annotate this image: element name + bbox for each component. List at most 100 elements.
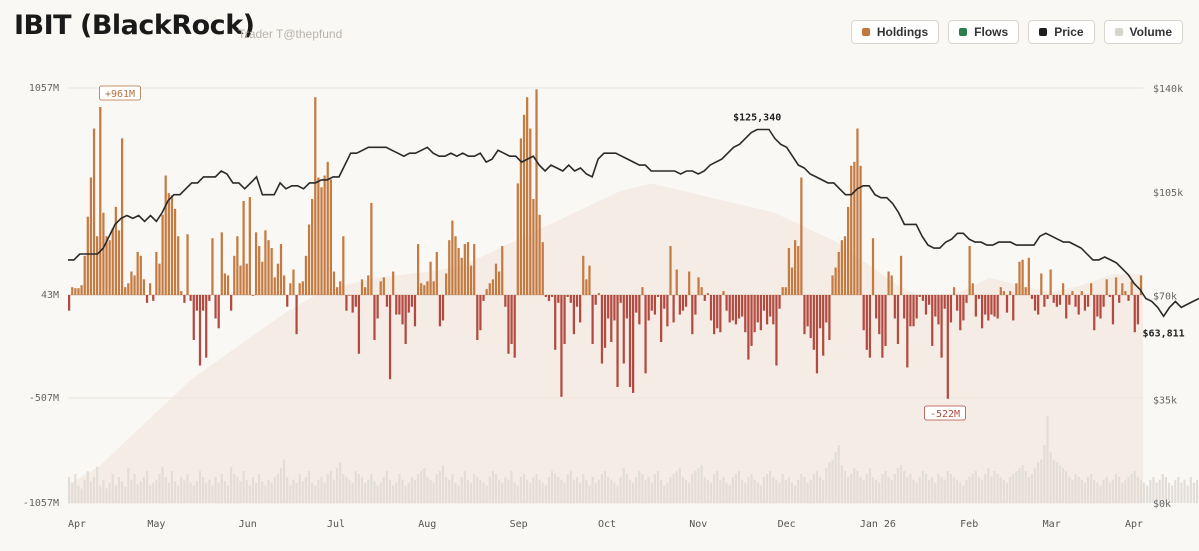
volume-bar [887,476,890,503]
holdings-swatch-icon [861,28,870,36]
outflow-bar [940,295,943,358]
inflow-bar [105,236,108,295]
volume-bar [918,476,921,503]
outflow-bar [286,295,289,307]
volume-bar [183,479,186,503]
inflow-bar [722,291,725,295]
volume-bar [1155,482,1158,503]
outflow-bar [775,295,778,366]
inflow-bar [856,128,859,295]
inflow-bar [451,220,454,295]
left-axis-tick-label: 43M [41,290,59,301]
inflow-bar [1121,283,1124,295]
outflow-bar [709,295,713,321]
axes: 1057M 43M -507M -1057M $140k $105k $70k $35k $0k… [23,83,1183,530]
outflow-bar [716,295,719,329]
volume-bar [466,479,470,503]
inflow-bar [519,138,523,295]
inflow-bar [1139,275,1143,295]
volume-bar [550,471,554,503]
outflow-bar [713,295,716,335]
inflow-bar [837,251,840,295]
volume-bar [1046,416,1049,503]
max-flow-label: +961M [105,89,135,100]
volume-bar [373,481,376,503]
inflow-bar [1080,291,1083,295]
volume-bar [351,482,354,503]
volume-bar [114,485,117,503]
volume-bar [815,471,819,503]
outflow-bar [295,295,298,335]
volume-toggle-button[interactable]: Volume [1103,20,1183,44]
outflow-bar [1133,295,1136,333]
inflow-bar [139,255,142,295]
price-line [68,128,1199,318]
inflow-bar [435,251,438,295]
volume-bar [1052,459,1055,503]
volume-bar [794,485,797,503]
inflow-bar [245,263,248,295]
volume-bar [582,474,585,503]
inflow-bar [167,193,170,295]
volume-bar [289,485,292,503]
outflow-bar [747,295,750,360]
inflow-bar [1105,279,1108,295]
outflow-bar [996,295,999,319]
volume-bar [741,479,744,503]
outflow-bar [965,295,968,303]
volume-bar [607,476,610,503]
inflow-bar [843,236,847,295]
x-axis-tick-label: Mar [1043,519,1061,530]
volume-bar [317,479,320,503]
outflow-bar [731,295,734,321]
outflow-bar [1052,295,1055,303]
volume-bar [840,465,843,503]
volume-bar [1189,476,1192,503]
outflow-bar [918,295,921,297]
price-toggle-button[interactable]: Price [1028,20,1095,44]
volume-bar [812,474,815,503]
inflow-bar [170,195,174,295]
outflow-bar [756,295,759,323]
price-swatch-icon [1039,28,1048,36]
holdings-toggle-button[interactable]: Holdings [850,20,940,44]
volume-bar [1015,471,1018,503]
outflow-bar [1055,295,1058,307]
volume-bar [270,482,273,503]
volume-bar [323,482,326,503]
volume-bar [1049,452,1052,503]
volume-bar [846,476,850,503]
volume-bar [1127,476,1130,503]
inflow-bar [142,279,146,295]
outflow-bar [1086,295,1090,307]
inflow-bar [173,208,177,295]
outflow-bar [656,295,660,297]
flows-toggle-button[interactable]: Flows [948,20,1020,44]
volume-bar [875,479,878,503]
inflow-bar [339,281,342,295]
volume-bar [993,471,996,503]
inflow-bar [675,269,678,295]
inflow-bar [130,271,133,295]
inflow-bar [706,293,710,295]
outflow-bar [987,295,990,321]
inflow-bar [133,275,136,295]
volume-bar [304,476,307,503]
volume-bar [946,471,949,503]
volume-bar [834,452,837,503]
volume-bar [1043,445,1046,503]
inflow-bar [831,275,834,295]
outflow-bar [68,295,71,311]
volume-bar [120,481,124,503]
inflow-bar [233,255,236,295]
volume-bar [220,474,223,503]
volume-bar [759,485,762,503]
volume-bar [744,482,747,503]
inflow-bar [83,255,86,295]
inflow-bar [463,244,466,295]
price-label: Price [1054,25,1084,39]
volume-bar [498,479,501,503]
volume-bar [379,482,382,503]
inflow-bar [236,236,239,295]
volume-bar [940,476,943,503]
